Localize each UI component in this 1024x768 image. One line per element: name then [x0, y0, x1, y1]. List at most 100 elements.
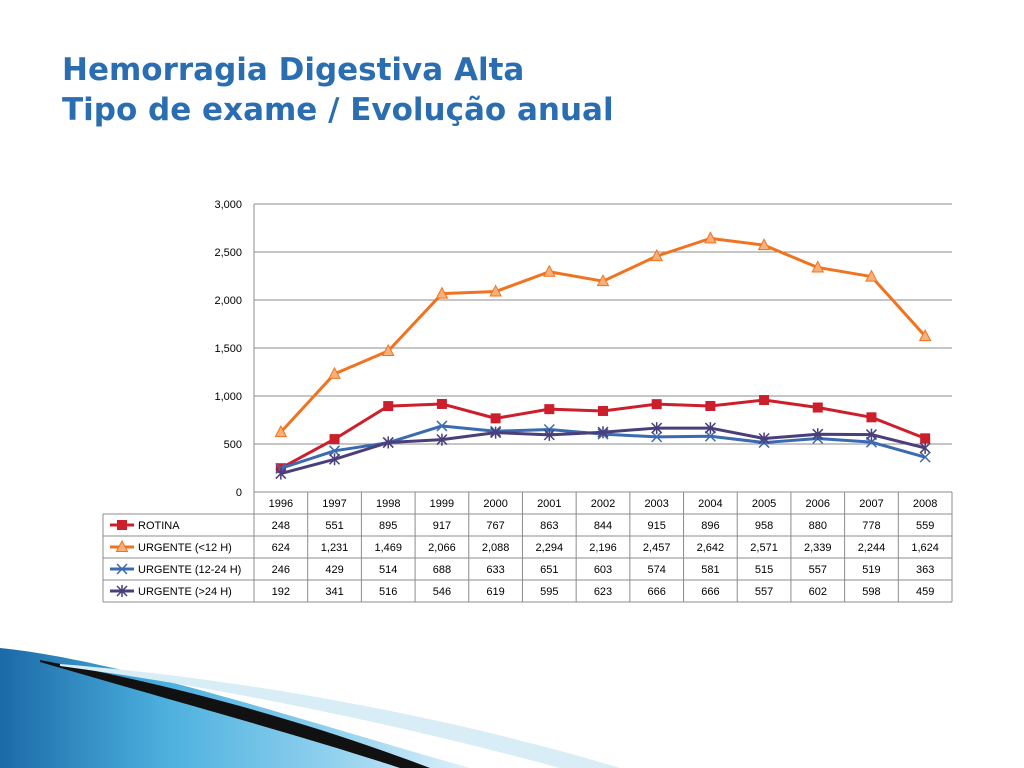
- marker-triangle: [918, 329, 932, 342]
- table-data-label: 767: [486, 520, 504, 532]
- marker-star: [758, 432, 770, 445]
- legend-series-name: URGENTE (>24 H): [138, 586, 232, 598]
- legend-series-name: URGENTE (12-24 H): [138, 564, 241, 576]
- table-data-label: 602: [809, 586, 827, 598]
- table-data-label: 666: [648, 586, 666, 598]
- table-data-label: 651: [540, 564, 558, 576]
- table-data-label: 557: [755, 586, 773, 598]
- x-category-label: 2000: [483, 498, 507, 510]
- marker-square: [544, 404, 555, 415]
- x-category-label: 1997: [322, 498, 346, 510]
- marker-triangle: [328, 366, 341, 379]
- x-category-label: 2004: [698, 498, 722, 510]
- marker-star: [543, 428, 555, 441]
- table-data-label: 1,469: [374, 542, 402, 554]
- line-chart: 0 500 1,000 1,500 2,000 2,500 3,000 1996 1997 199…: [102, 199, 953, 603]
- table-data-label: 880: [809, 520, 827, 532]
- table-data-label: 363: [916, 564, 934, 576]
- table-data-label: 2,088: [482, 542, 510, 554]
- y-tick-label: 500: [224, 439, 242, 451]
- marker-square: [705, 400, 716, 411]
- table-data-label: 633: [486, 564, 504, 576]
- table-data-label: 896: [701, 520, 719, 532]
- table-data-label: 429: [325, 564, 343, 576]
- x-category-label: 2001: [537, 498, 561, 510]
- y-tick-label: 1,000: [214, 391, 242, 403]
- table-data-label: 514: [379, 564, 397, 576]
- table-data-label: 623: [594, 586, 612, 598]
- table-data-label: 2,196: [589, 542, 617, 554]
- table-data-label: 192: [272, 586, 290, 598]
- table-data-label: 519: [862, 564, 880, 576]
- table-data-label: 917: [433, 520, 451, 532]
- marker-star: [812, 428, 824, 441]
- marker-square: [866, 412, 877, 423]
- y-tick-label: 1,500: [214, 343, 242, 355]
- marker-star: [704, 422, 716, 435]
- marker-star: [275, 467, 287, 480]
- marker-square: [329, 434, 340, 445]
- marker-x: [704, 430, 716, 442]
- table-data-label: 557: [809, 564, 827, 576]
- table-data-label: 844: [594, 520, 612, 532]
- y-tick-label: 2,500: [214, 247, 242, 259]
- light-swoosh-stripe: [60, 664, 620, 768]
- table-data-label: 246: [272, 564, 290, 576]
- black-swoosh-stripe: [40, 660, 430, 768]
- table-data-label: 2,339: [804, 542, 832, 554]
- table-data-label: 2,294: [536, 542, 564, 554]
- marker-triangle: [542, 264, 556, 277]
- x-category-label: 2005: [752, 498, 776, 510]
- marker-star: [436, 433, 448, 446]
- marker-triangle: [757, 238, 771, 251]
- table-data-label: 2,571: [750, 542, 778, 554]
- table-data-label: 863: [540, 520, 558, 532]
- marker-square: [117, 520, 127, 530]
- marker-star: [597, 426, 609, 439]
- table-data-label: 2,642: [697, 542, 725, 554]
- marker-x: [651, 431, 663, 443]
- legend-series-name: URGENTE (<12 H): [138, 542, 232, 554]
- marker-triangle: [489, 284, 502, 297]
- table-data-label: 603: [594, 564, 612, 576]
- title-line-2: Tipo de exame / Evolução anual: [62, 92, 614, 128]
- marker-star: [382, 436, 394, 449]
- table-data-label: 341: [325, 586, 343, 598]
- x-category-label: 2007: [859, 498, 883, 510]
- slide-title: Hemorragia Digestiva Alta Tipo de exame …: [62, 50, 614, 130]
- marker-x: [919, 451, 931, 463]
- table-data-label: 619: [486, 586, 504, 598]
- x-category-label: 2006: [806, 498, 830, 510]
- marker-x: [116, 563, 128, 575]
- legend-series-name: ROTINA: [138, 520, 180, 532]
- marker-triangle: [435, 286, 449, 299]
- table-data-label: 574: [648, 564, 666, 576]
- table-data-label: 666: [701, 586, 719, 598]
- x-category-label: 2002: [591, 498, 615, 510]
- table-data-label: 595: [540, 586, 558, 598]
- table-data-label: 1,231: [321, 542, 349, 554]
- marker-square: [759, 395, 770, 406]
- table-data-label: 546: [433, 586, 451, 598]
- table-data-label: 778: [862, 520, 880, 532]
- table-data-label: 895: [379, 520, 397, 532]
- marker-triangle: [811, 260, 825, 273]
- marker-x: [436, 420, 448, 432]
- table-data-label: 515: [755, 564, 773, 576]
- marker-square: [812, 402, 823, 413]
- marker-square: [490, 413, 501, 424]
- x-category-label: 1996: [269, 498, 293, 510]
- marker-square: [651, 399, 662, 410]
- marker-star: [651, 422, 663, 435]
- x-category-label: 1999: [430, 498, 454, 510]
- table-data-label: 624: [272, 542, 290, 554]
- marker-triangle: [865, 269, 878, 282]
- table-data-label: 459: [916, 586, 934, 598]
- table-data-label: 551: [325, 520, 343, 532]
- marker-triangle: [381, 343, 395, 356]
- marker-star: [116, 585, 128, 597]
- marker-star: [490, 426, 502, 439]
- marker-triangle: [704, 231, 717, 244]
- table-data-label: 688: [433, 564, 451, 576]
